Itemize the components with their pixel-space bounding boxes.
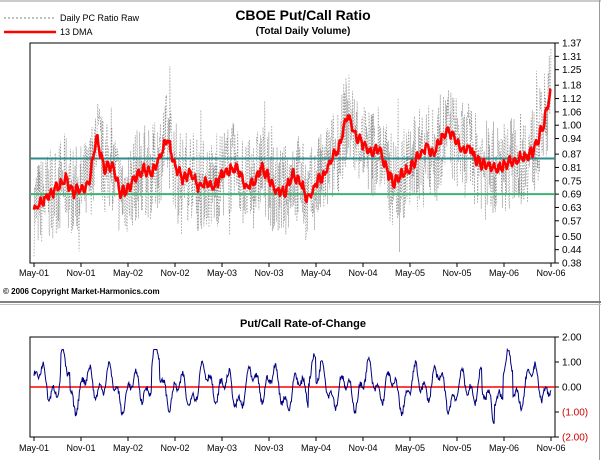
y-tick-label: (1.00) [562, 408, 588, 419]
x-tick-label: May-05 [395, 443, 425, 453]
y-tick-label: 1.12 [562, 94, 582, 105]
roc-x-axis: May-01 Nov-01 May-02 Nov-02 May-03 Nov-03 May-… [19, 437, 566, 453]
put-call-ratio-chart: CBOE Put/Call Ratio (Total Daily Volume)… [3, 7, 582, 296]
x-tick-label: Nov-01 [66, 268, 95, 278]
x-tick-label: May-01 [19, 268, 49, 278]
y-tick-label: 0.63 [562, 203, 582, 214]
y-tick-label: 0.69 [562, 190, 582, 201]
y-tick-label: 1.00 [562, 358, 582, 369]
x-tick-label: Nov-01 [66, 443, 95, 453]
rate-of-change-chart: Put/Call Rate-of-Change 2.00 1.00 0.00 (1.0… [19, 318, 588, 453]
y-tick-label: 1.06 [562, 107, 582, 118]
x-tick-label: Nov-06 [536, 268, 565, 278]
x-tick-label: May-04 [301, 443, 331, 453]
x-tick-label: May-06 [489, 443, 519, 453]
x-tick-label: Nov-02 [160, 268, 189, 278]
x-tick-label: May-03 [207, 443, 237, 453]
x-tick-label: Nov-05 [442, 443, 471, 453]
dma-line [32, 87, 552, 210]
y-tick-label: 0.38 [562, 259, 582, 270]
x-tick-label: Nov-04 [348, 443, 377, 453]
legend-dma-label: 13 DMA [60, 27, 93, 37]
x-tick-label: Nov-04 [348, 268, 377, 278]
y-tick-label: 2.00 [562, 333, 582, 344]
y-tick-label: (2.00) [562, 433, 588, 444]
x-tick-label: May-03 [207, 268, 237, 278]
y-tick-label: 1.37 [562, 39, 582, 50]
x-tick-label: May-02 [113, 268, 143, 278]
x-tick-label: May-04 [301, 268, 331, 278]
y-tick-label: 0.44 [562, 245, 582, 256]
x-tick-label: Nov-03 [254, 443, 283, 453]
chart-subtitle: (Total Daily Volume) [256, 26, 351, 37]
reference-lines [30, 157, 555, 196]
y-tick-label: 1.00 [562, 121, 582, 132]
x-tick-label: Nov-03 [254, 268, 283, 278]
y-tick-label: 1.18 [562, 81, 582, 92]
y-tick-label: 0.50 [562, 232, 582, 243]
y-tick-label: 0.81 [562, 163, 582, 174]
top-y-axis: 1.37 1.31 1.25 1.18 1.12 1.06 1.00 0.94 0.87 0.81… [555, 39, 582, 270]
legend: Daily PC Ratio Raw 13 DMA [4, 13, 140, 37]
roc-y-axis: 2.00 1.00 0.00 (1.00) (2.00) [555, 333, 588, 444]
chart-title: CBOE Put/Call Ratio [235, 7, 370, 23]
top-x-axis: May-01 Nov-01 May-02 Nov-02 May-03 Nov-03 May-… [19, 263, 566, 278]
y-tick-label: 0.75 [562, 176, 582, 187]
y-tick-label: 1.25 [562, 65, 582, 76]
roc-title: Put/Call Rate-of-Change [240, 318, 366, 330]
x-tick-label: May-02 [113, 443, 143, 453]
x-tick-label: May-06 [489, 268, 519, 278]
y-tick-label: 0.57 [562, 216, 582, 227]
x-tick-label: May-05 [395, 268, 425, 278]
copyright-text: © 2006 Copyright Market-Harmonics.com [3, 287, 160, 296]
roc-series [33, 347, 552, 424]
legend-raw-label: Daily PC Ratio Raw [60, 13, 140, 23]
x-tick-label: Nov-06 [536, 443, 565, 453]
y-tick-label: 0.00 [562, 383, 582, 394]
top-plot-area [29, 42, 556, 264]
y-tick-label: 0.87 [562, 150, 582, 161]
roc-line [33, 347, 552, 424]
dma-series [32, 87, 552, 210]
x-tick-label: Nov-02 [160, 443, 189, 453]
x-tick-label: May-01 [19, 443, 49, 453]
y-tick-label: 1.31 [562, 52, 582, 63]
y-tick-label: 0.94 [562, 134, 582, 145]
x-tick-label: Nov-05 [442, 268, 471, 278]
